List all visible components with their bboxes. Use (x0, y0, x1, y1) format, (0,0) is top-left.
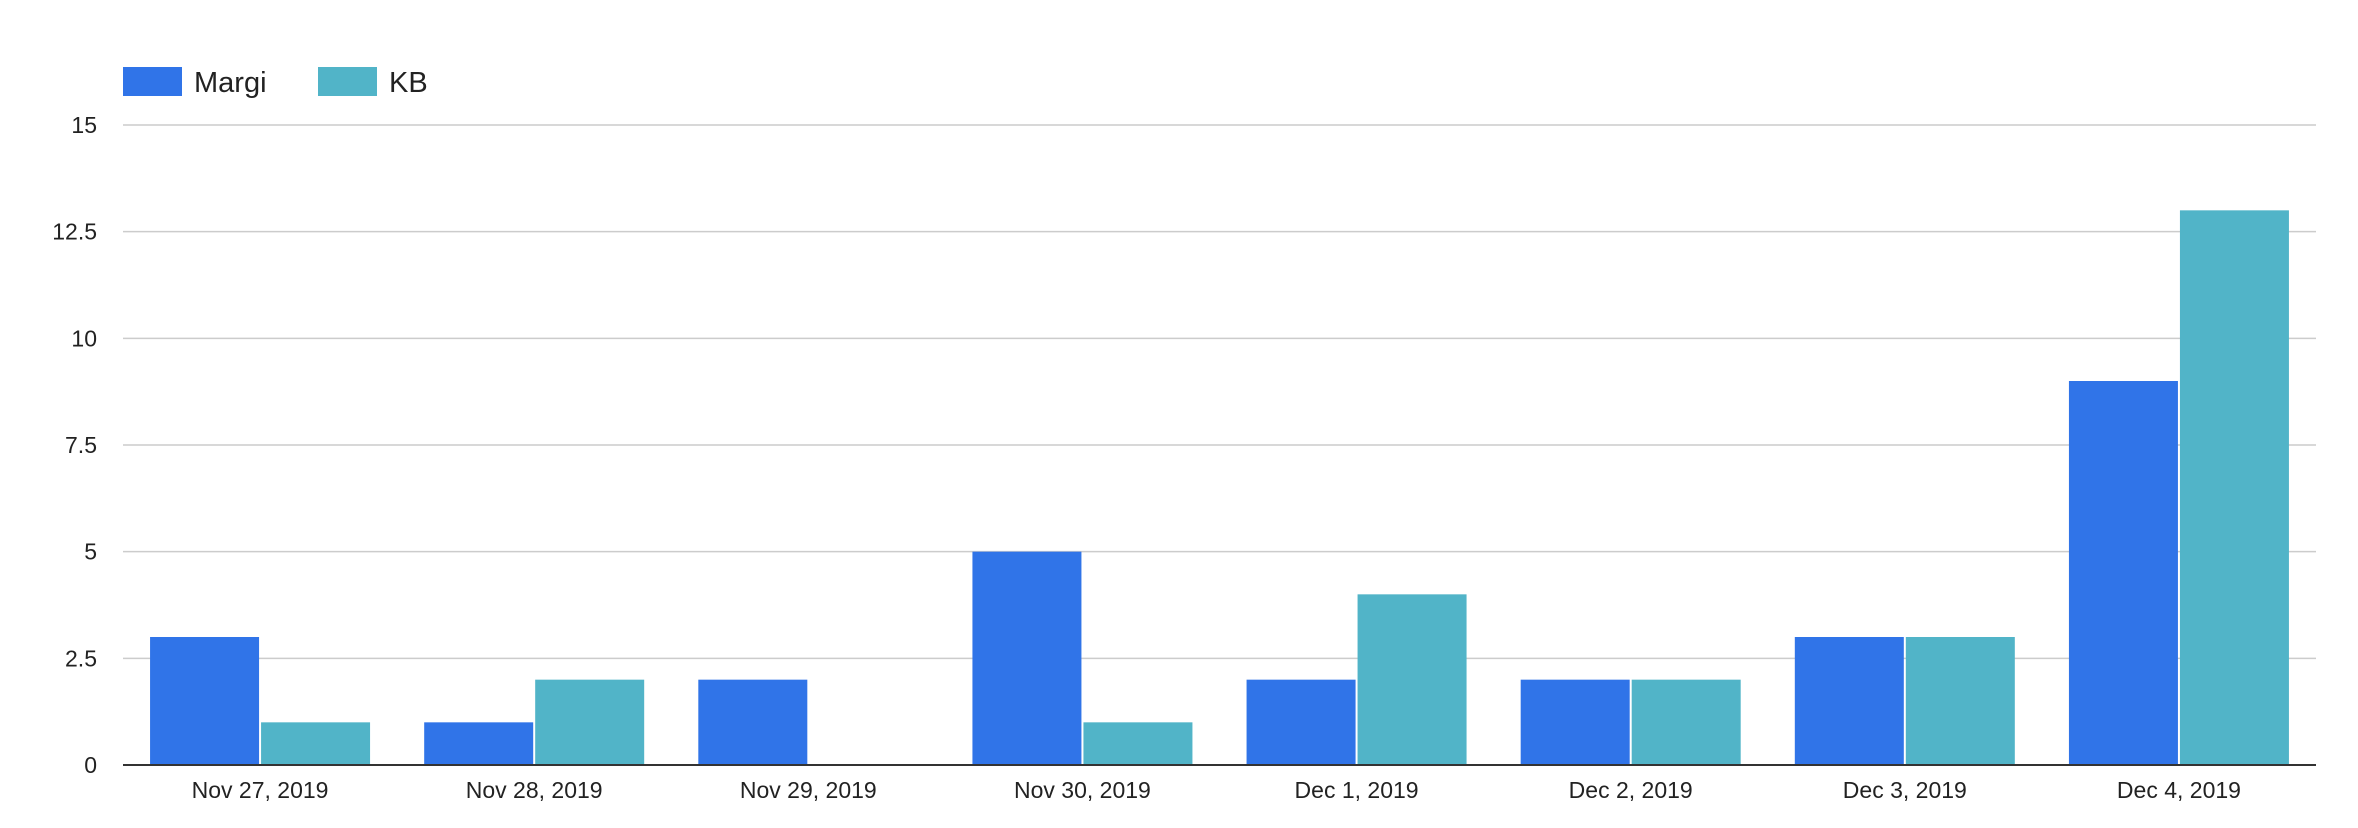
y-tick-label: 0 (84, 752, 97, 778)
bar-margi (972, 551, 1082, 765)
bar-kb (261, 722, 371, 765)
bar-kb (2179, 210, 2289, 766)
bar-margi (424, 722, 534, 765)
bar-margi (2068, 381, 2178, 765)
y-tick-label: 10 (71, 325, 97, 351)
legend-swatch-kb (318, 67, 377, 96)
bar-kb (1631, 679, 1741, 765)
y-axis-ticks: 0 2.5 5 7.5 10 12.5 15 (52, 112, 97, 778)
x-tick-label: Nov 28, 2019 (466, 777, 603, 803)
bar-kb (1083, 722, 1193, 765)
bar-margi (1246, 679, 1356, 765)
y-tick-label: 12.5 (52, 219, 97, 245)
y-tick-label: 7.5 (65, 432, 97, 458)
bars (150, 210, 2289, 766)
bar-margi (150, 637, 260, 765)
bar-kb (1357, 594, 1467, 765)
x-tick-label: Dec 1, 2019 (1295, 777, 1419, 803)
legend-label-margi: Margi (194, 67, 267, 99)
bar-margi (1520, 679, 1630, 765)
x-tick-label: Nov 27, 2019 (192, 777, 329, 803)
x-tick-label: Dec 3, 2019 (1843, 777, 1967, 803)
x-tick-label: Dec 2, 2019 (1569, 777, 1693, 803)
x-tick-label: Nov 30, 2019 (1014, 777, 1151, 803)
bar-kb (1905, 637, 2015, 765)
bar-margi (1794, 637, 1904, 765)
y-tick-label: 15 (71, 112, 97, 138)
legend: Margi KB (123, 67, 428, 99)
bar-margi (698, 679, 808, 765)
bar-kb (535, 679, 645, 765)
y-tick-label: 5 (84, 539, 97, 565)
y-tick-label: 2.5 (65, 645, 97, 671)
x-axis-ticks: Nov 27, 2019 Nov 28, 2019 Nov 29, 2019 Nov … (192, 777, 2241, 803)
legend-label-kb: KB (389, 67, 428, 99)
gridlines (123, 124, 2316, 660)
legend-swatch-margi (123, 67, 182, 96)
x-tick-label: Nov 29, 2019 (740, 777, 877, 803)
x-tick-label: Dec 4, 2019 (2117, 777, 2241, 803)
